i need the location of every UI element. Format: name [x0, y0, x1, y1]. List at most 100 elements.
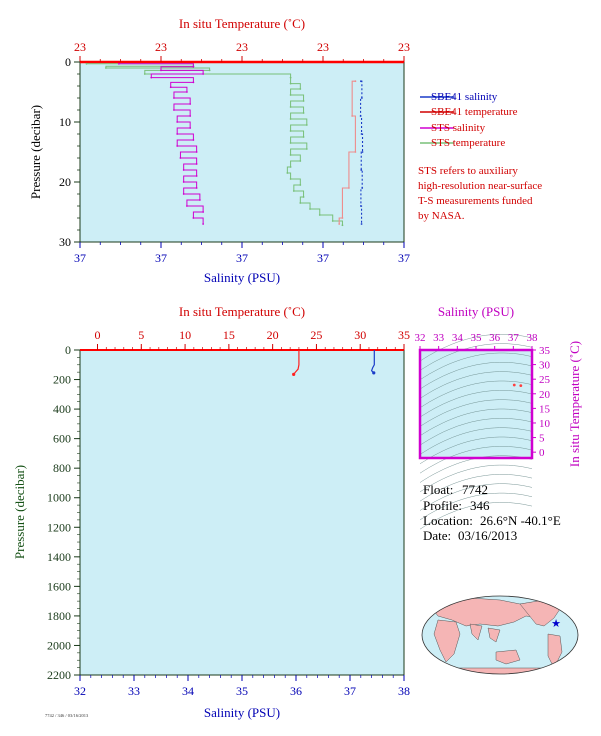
series-point-sbe41-temperature: [341, 217, 344, 219]
top-temp-axis-label: In situ Temperature (˚C): [179, 16, 305, 31]
ts-isopycnal: [419, 474, 533, 502]
top-salinity-axis-label: Salinity (PSU): [204, 270, 280, 285]
series-point-sts-temperature: [289, 178, 292, 180]
bottom-sal-tick-label: 32: [74, 684, 86, 698]
top-pressure-tick-label: 10: [59, 115, 71, 129]
bottom-series-end-point: [372, 371, 376, 375]
bottom-sal-tick-label: 34: [182, 684, 194, 698]
ts-isopycnal: [419, 362, 533, 390]
bottom-sal-tick-label: 35: [236, 684, 248, 698]
ts-isopycnal: [419, 371, 533, 399]
series-point-sts-temperature: [289, 130, 292, 132]
ts-diagram-panel: Salinity (PSU) In situ Temperature (˚C) …: [415, 304, 582, 530]
series-point-sbe41-temperature: [354, 151, 357, 153]
series-point-sbe41-salinity: [360, 133, 363, 135]
bottom-sal-tick-label: 37: [344, 684, 356, 698]
bottom-pressure-ticks: 0 200 400 600 800 1000 1200 1400 1600 1800 2000 220…: [47, 343, 80, 682]
top-temp-tick-label: 23: [398, 40, 410, 54]
float-info: Float: 7742 Profile: 346 Location: 26.6°…: [423, 482, 561, 543]
series-point-sts-salinity: [182, 181, 185, 183]
legend-label-sts-temperature: STS temperature: [431, 137, 505, 149]
location-value: 26.6°N -40.1°E: [480, 513, 561, 528]
bottom-series-sbe41-temperature: [293, 350, 300, 375]
ts-x-tick-label: 33: [433, 332, 445, 344]
ts-plot-background: [420, 350, 532, 458]
series-point-sts-salinity: [202, 73, 205, 75]
series-point-sts-salinity: [192, 65, 195, 68]
ts-x-tick-label: 37: [508, 332, 520, 344]
bottom-temp-axis-label: In situ Temperature (˚C): [179, 304, 305, 319]
bottom-temp-ticks: 0 5 10 15 20 25 30 35: [95, 328, 410, 350]
bottom-temp-tick-label: 5: [138, 328, 144, 342]
bottom-sal-tick-label: 36: [290, 684, 302, 698]
top-temp-tick-label: 23: [236, 40, 248, 54]
top-temp-tick-label: 23: [74, 40, 86, 54]
ts-y-tick-label: 30: [539, 360, 551, 372]
series-point-sbe41-temperature: [351, 115, 354, 117]
date-label: Date:: [423, 528, 451, 543]
bottom-salinity-ticks: 32 33 34 35 36 37 38: [74, 675, 410, 698]
top-pressure-ticks: 0 10 20 30: [59, 55, 80, 249]
ts-y-tick-label: 20: [539, 389, 551, 401]
legend-label-sts-salinity: STS salinity: [431, 122, 486, 134]
series-point-sbe41-salinity: [360, 205, 362, 207]
bottom-pressure-tick-label: 2200: [47, 668, 71, 682]
series-point-sts-salinity: [189, 115, 192, 117]
bottom-pressure-tick-label: 800: [53, 461, 71, 475]
bottom-sal-tick-label: 33: [128, 684, 140, 698]
ts-x-tick-label: 35: [471, 332, 483, 344]
bottom-pressure-tick-label: 2000: [47, 638, 71, 652]
series-point-sts-salinity: [173, 97, 175, 99]
series-point-sbe41-salinity: [360, 169, 363, 171]
bottom-pressure-tick-label: 1400: [47, 550, 71, 564]
series-point-sts-temperature: [341, 224, 344, 227]
series-point-sts-salinity: [195, 187, 198, 189]
ts-data-points: [512, 383, 523, 388]
series-point-sts-temperature: [305, 148, 308, 150]
series-point-sts-temperature: [289, 76, 292, 79]
legend-item: STS salinity: [420, 122, 486, 134]
ts-x-tick-label: 36: [489, 332, 501, 344]
legend: SBE41 salinity SBE41 temperature STS sal…: [418, 91, 542, 222]
legend-note-line-1: STS refers to auxiliary: [418, 165, 518, 177]
ts-isopycnal: [419, 408, 533, 436]
ts-y-tick-label: 15: [539, 403, 551, 415]
bottom-temp-tick-label: 10: [179, 328, 191, 342]
ts-y-tick-label: 10: [539, 418, 551, 430]
series-point-sbe41-temperature: [354, 80, 357, 83]
series-point-sts-salinity: [202, 223, 205, 225]
bottom-sal-tick-label: 38: [398, 684, 410, 698]
bottom-profile-panel: In situ Temperature (˚C) Salinity (PSU) …: [12, 304, 410, 720]
series-point-sts-salinity: [192, 217, 195, 219]
ts-isopycnal: [419, 446, 533, 474]
series-point-sts-temperature: [289, 154, 292, 156]
series-point-sts-salinity: [150, 76, 153, 79]
bottom-temp-tick-label: 25: [310, 328, 322, 342]
ts-point: [519, 384, 523, 388]
series-sbe41-salinity: [360, 80, 364, 224]
ts-salinity-axis-label: Salinity (PSU): [438, 304, 514, 319]
series-point-sts-salinity: [176, 133, 179, 135]
series-point-sts-temperature: [105, 67, 107, 69]
profile-label: Profile:: [423, 498, 462, 513]
series-point-sts-temperature: [292, 190, 295, 192]
ts-isopycnal: [419, 502, 533, 530]
ts-isopycnal: [419, 455, 533, 483]
legend-note-line-4: by NASA.: [418, 210, 465, 222]
series-point-sts-temperature: [302, 196, 305, 198]
top-salinity-ticks: 37 37 37 37 37: [74, 242, 410, 265]
series-point-sts-salinity: [186, 91, 188, 93]
series-point-sts-salinity: [192, 139, 195, 141]
ts-point: [512, 383, 516, 387]
top-sal-tick-label: 37: [236, 251, 248, 265]
ts-y-tick-label: 5: [539, 433, 545, 445]
bottom-temp-tick-label: 15: [223, 328, 235, 342]
legend-note-line-2: high-resolution near-surface: [418, 180, 542, 192]
ts-isopycnal: [419, 380, 533, 408]
top-sal-tick-label: 37: [74, 251, 86, 265]
world-map: ★: [421, 595, 579, 675]
legend-item: STS temperature: [420, 137, 505, 149]
legend-note-line-3: T-S measurements funded: [418, 195, 533, 207]
series-point-sbe41-salinity: [361, 151, 364, 153]
